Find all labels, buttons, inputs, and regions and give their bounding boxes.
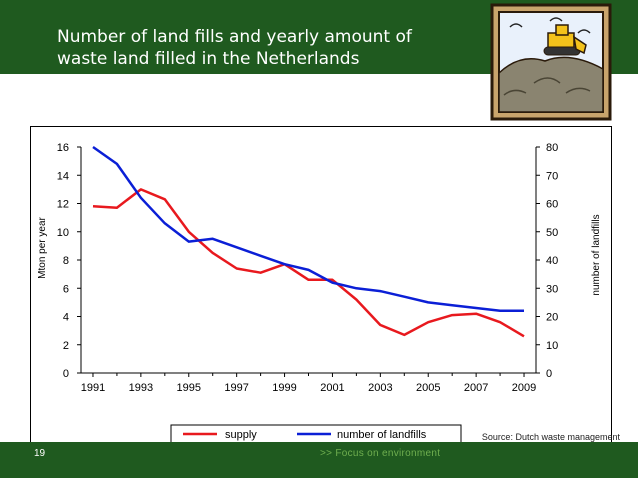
y-left-tick-label: 8: [63, 255, 69, 267]
landfill-bulldozer-clipart: [490, 3, 612, 121]
y-left-tick-label: 0: [63, 368, 69, 380]
slide-title: Number of land fills and yearly amount o…: [57, 26, 477, 70]
y-right-tick-label: 80: [546, 142, 558, 154]
y-right-tick-label: 10: [546, 340, 558, 352]
page-number: 19: [34, 448, 46, 459]
legend-label-supply: supply: [225, 429, 257, 441]
y-right-tick-label: 60: [546, 199, 558, 211]
series-line-supply: [92, 188, 525, 338]
y-axis-right-label: number of landfills: [591, 214, 602, 295]
series-line-landfills: [92, 145, 524, 313]
y-right-tick-label: 20: [546, 312, 558, 324]
legend-label-landfills: number of landfills: [337, 429, 427, 441]
x-tick-label: 2009: [512, 382, 536, 394]
landfill-chart: 0 2 4 6 8 10 12 14 16 0 10 20 30 40 50 60 70 80 1991 1993 19…: [37, 142, 602, 446]
x-tick-label: 1997: [224, 382, 248, 394]
x-tick-label: 2001: [320, 382, 344, 394]
footer-bar: [0, 442, 638, 478]
y-left-tick-label: 2: [63, 340, 69, 352]
x-tick-label: 1993: [129, 382, 153, 394]
y-right-tick-label: 70: [546, 170, 558, 182]
y-left-tick-label: 14: [57, 170, 69, 182]
chart-legend: supply number of landfills: [170, 424, 462, 446]
x-tick-label: 2005: [416, 382, 440, 394]
y-left-tick-label: 16: [57, 142, 69, 154]
x-tick-label: 1991: [81, 382, 105, 394]
y-left-tick-label: 10: [57, 227, 69, 239]
y-right-tick-label: 30: [546, 283, 558, 295]
y-right-tick-label: 0: [546, 368, 552, 380]
x-tick-label: 1999: [272, 382, 296, 394]
y-left-tick-label: 6: [63, 283, 69, 295]
y-axis-left-label: Mton per year: [37, 216, 48, 278]
footer-caption: >> Focus on environment: [320, 448, 441, 459]
y-left-tick-label: 12: [57, 199, 69, 211]
chart-frame: 0 2 4 6 8 10 12 14 16 0 10 20 30 40 50 60 70 80 1991 1993 19…: [30, 126, 612, 448]
x-tick-label: 1995: [177, 382, 201, 394]
y-right-tick-label: 50: [546, 227, 558, 239]
title-line-2: waste land filled in the Netherlands: [57, 49, 360, 69]
y-left-tick-label: 4: [63, 312, 69, 324]
title-line-1: Number of land fills and yearly amount o…: [57, 27, 412, 47]
x-tick-label: 2003: [368, 382, 392, 394]
y-right-tick-label: 40: [546, 255, 558, 267]
x-tick-label: 2007: [464, 382, 488, 394]
